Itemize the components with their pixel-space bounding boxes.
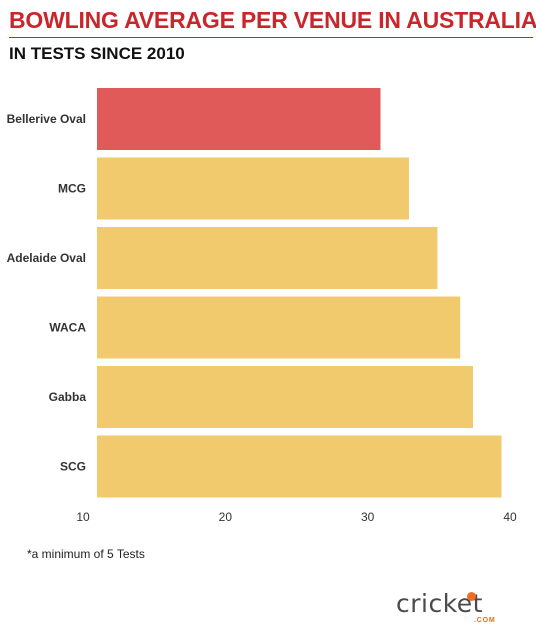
x-tick-label: 20 (219, 510, 233, 524)
cricket-com-logo: cricket .COM (396, 589, 514, 629)
category-label: Adelaide Oval (7, 251, 86, 265)
cricket-ball-icon (467, 592, 476, 601)
logo-suffix: .COM (474, 617, 496, 624)
x-tick-label: 10 (76, 510, 90, 524)
bar-bellerive-oval (97, 88, 381, 150)
chart-subtitle: IN TESTS SINCE 2010 (9, 44, 185, 63)
x-tick-label: 30 (361, 510, 375, 524)
category-label: WACA (49, 321, 86, 335)
category-label: Bellerive Oval (7, 112, 86, 126)
bar-adelaide-oval (97, 227, 438, 289)
bar-mcg (97, 157, 409, 220)
x-tick-label: 40 (503, 510, 517, 524)
bar-waca (97, 296, 461, 359)
bar-scg (97, 435, 502, 498)
category-label: MCG (58, 182, 86, 196)
category-label: SCG (60, 460, 86, 474)
category-label: Gabba (49, 390, 87, 404)
footnote: *a minimum of 5 Tests (27, 547, 145, 561)
bar-gabba (97, 366, 473, 428)
chart-title: BOWLING AVERAGE PER VENUE IN AUSTRALIA (9, 7, 536, 33)
title-underline (9, 37, 533, 38)
